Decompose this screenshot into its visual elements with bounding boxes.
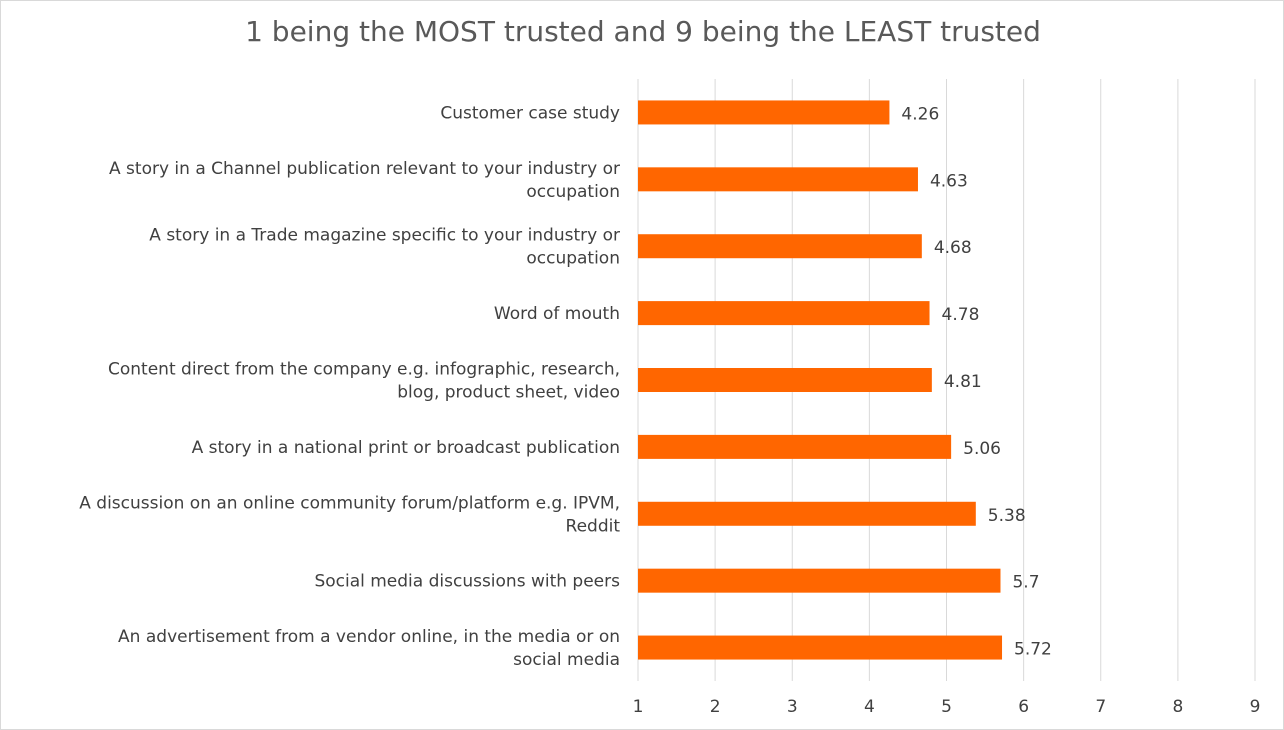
category-label: A story in a Trade magazine specific to … bbox=[149, 226, 620, 269]
category-label: A story in a Channel publication relevan… bbox=[109, 159, 620, 202]
value-labels: 4.26 4.63 4.68 4.78 4.81 5.06 5.38 5.7 5.72 bbox=[901, 104, 1051, 659]
x-tick-label: 7 bbox=[1095, 697, 1106, 717]
bar bbox=[638, 301, 930, 326]
x-tick-label: 2 bbox=[710, 697, 721, 717]
data-label: 4.68 bbox=[934, 238, 972, 258]
data-label: 5.72 bbox=[1014, 640, 1052, 660]
category-label: A discussion on an online community foru… bbox=[79, 493, 620, 536]
category-labels: Customer case study A story in a Channel … bbox=[79, 103, 620, 670]
x-axis-ticks: 1 2 3 4 5 6 7 8 9 bbox=[633, 697, 1261, 717]
x-tick-label: 3 bbox=[787, 697, 798, 717]
data-label: 4.63 bbox=[930, 171, 968, 191]
data-label: 5.38 bbox=[988, 506, 1026, 526]
x-tick-label: 6 bbox=[1018, 697, 1029, 717]
data-label: 4.78 bbox=[942, 305, 980, 325]
data-label: 4.26 bbox=[901, 104, 939, 124]
x-tick-label: 8 bbox=[1172, 697, 1183, 717]
bar bbox=[638, 568, 1001, 593]
bar bbox=[638, 501, 976, 526]
bar bbox=[638, 100, 890, 125]
x-tick-label: 1 bbox=[633, 697, 644, 717]
bar bbox=[638, 635, 1003, 660]
category-label: Content direct from the company e.g. inf… bbox=[108, 360, 620, 403]
bars bbox=[638, 100, 1003, 660]
data-label: 5.06 bbox=[963, 439, 1001, 459]
data-label: 5.7 bbox=[1012, 573, 1039, 593]
category-label: Social media discussions with peers bbox=[314, 572, 620, 592]
x-tick-label: 4 bbox=[864, 697, 875, 717]
category-label: Word of mouth bbox=[494, 304, 620, 324]
data-label: 4.81 bbox=[944, 372, 982, 392]
bar bbox=[638, 167, 918, 192]
bar bbox=[638, 434, 952, 459]
category-label: Customer case study bbox=[440, 103, 620, 123]
x-tick-label: 9 bbox=[1250, 697, 1261, 717]
category-label: An advertisement from a vendor online, i… bbox=[118, 627, 620, 670]
category-label: A story in a national print or broadcast… bbox=[192, 438, 620, 458]
bar bbox=[638, 368, 932, 392]
x-tick-label: 5 bbox=[941, 697, 952, 717]
chart-title: 1 being the MOST trusted and 9 being the… bbox=[245, 15, 1041, 48]
bar bbox=[638, 234, 922, 259]
